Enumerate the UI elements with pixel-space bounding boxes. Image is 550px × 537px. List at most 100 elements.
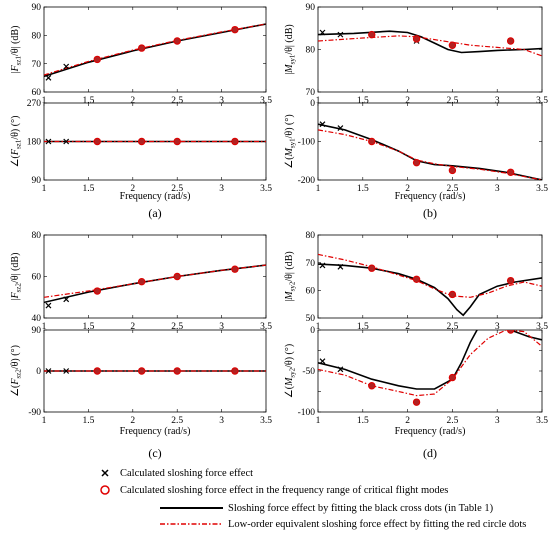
y-tick-label: 80 [32,231,42,241]
x-tick-label: 1 [42,322,47,332]
panel-d-phase: 1 1.5 2 2.5 3 3.5 0 -50 -100∠(Msy2/θ) (°) [284,326,548,426]
y-tick-label: 70 [32,60,42,70]
y-tick-label: -200 [298,176,316,186]
y-tick-label: 50 [306,314,316,324]
series-black-fit-line [318,123,542,180]
x-tick-label: 1 [316,184,321,194]
y-tick-label: 180 [27,138,42,148]
legend: Calculated sloshing force effect Calculat… [100,468,526,530]
circle-point [412,398,421,406]
x-tick-label: 3.5 [536,322,548,332]
x-tick-label: 3.5 [536,416,548,426]
y-tick-label: 60 [306,287,316,297]
x-tick-label: 2.5 [446,322,458,332]
x-tick-label: 1 [42,184,47,194]
legend-item-cross: Calculated sloshing force effect [101,468,253,479]
series-black-fit-line [318,263,542,317]
x-tick-label: 2.5 [446,184,458,194]
circle-point [448,290,457,299]
panel-c-magnitude: 1 1.5 2 2.5 3 3.5 40 60 80 |Fsz2/θ| (dB) [10,231,272,332]
circle-point [93,287,101,295]
cross-point [319,358,326,365]
x-tick-label: 2.5 [171,416,183,426]
x-tick-label: 1 [316,416,321,426]
panel-c-phase: 1 1.5 2 2.5 3 3.5 90 0 -90 ∠(Fsz2/θ) (°) [10,326,272,426]
x-axis-label: Frequency (rad/s) [395,426,466,437]
circle-point [137,277,146,286]
panels-group: 1 1.5 2 2.5 3 3.5 60 70 80 90 |Fsz1/θ| (dB) 1 1.5 2 2.… [10,3,548,460]
circle-point [368,264,376,272]
cross-point [63,368,70,374]
plot-area [318,253,542,317]
x-axis-label: Frequency (rad/s) [120,426,191,437]
cross-point [337,366,344,373]
x-tick-label: 3.5 [536,184,548,194]
x-tick-label: 3.5 [260,96,272,106]
y-tick-label: 60 [32,88,42,98]
circle-point [173,137,181,146]
circle-point [93,367,101,375]
y-tick-label: 40 [32,314,42,324]
y-tick-label: 90 [32,3,42,13]
circle-point [448,166,457,175]
cross-point [45,302,52,309]
circle-point [412,35,421,43]
panel-c: 1 1.5 2 2.5 3 3.5 40 60 80 |Fsz2/θ| (dB) 1 1.5 2 2.5 3… [10,231,272,460]
x-tick-label: 2 [130,96,135,106]
legend-cross-icon [101,469,109,477]
x-tick-label: 3.5 [260,322,272,332]
y-tick-label: 90 [32,326,42,336]
y-axis-label: |Msy1/θ| (dB) [284,24,297,75]
series-red-low-order-line [44,264,266,298]
y-tick-label: 80 [32,32,42,42]
plot-area [44,367,266,375]
panel-caption: (c) [148,446,161,460]
plot-area [318,330,542,406]
x-tick-label: 2.5 [446,96,458,106]
x-tick-label: 1.5 [82,322,94,332]
circle-point [368,30,376,39]
y-tick-label: 70 [306,88,316,98]
legend-item-circle: Calculated sloshing force effect in the … [100,485,448,496]
axes-frame [317,102,543,181]
x-tick-label: 2 [130,416,135,426]
y-tick-label: 60 [32,273,42,283]
y-tick-label: 90 [306,3,316,13]
panel-caption: (d) [423,446,437,460]
circle-point [93,137,101,146]
y-tick-label: -90 [28,408,41,418]
y-tick-label: -100 [298,138,316,148]
x-axis-label: Frequency (rad/s) [120,191,191,202]
cross-point [337,263,344,270]
circle-point [173,272,181,281]
panel-a-magnitude: 1 1.5 2 2.5 3 3.5 60 70 80 90 |Fsz1/θ| (dB) [10,3,272,106]
plot-area [318,121,542,180]
series-red-low-order-line [318,35,542,57]
x-tick-label: 1.5 [82,96,94,106]
series-red-low-order-line [318,330,542,397]
x-tick-label: 1 [316,96,321,106]
x-tick-label: 2 [130,322,135,332]
y-axis-label: |Fsz2/θ| (dB) [10,253,23,301]
axes-frame [317,234,543,319]
circle-point [231,25,239,34]
x-tick-label: 1.5 [357,416,369,426]
y-axis-label: ∠(Fsz1/θ) (°) [10,116,23,168]
x-tick-label: 1.5 [357,184,369,194]
circle-point [173,367,181,375]
series-red-low-order-line [318,129,542,180]
panel-d-magnitude: 1 1.5 2 2.5 3 3.5 50 60 70 80 |Msy2/θ| (dB) [284,231,548,332]
cross-point [63,138,70,145]
circle-point [137,367,146,375]
x-tick-label: 1.5 [82,416,94,426]
plot-area [318,29,542,57]
x-tick-label: 3.5 [260,416,272,426]
cross-point [45,368,52,374]
x-tick-label: 3 [219,184,224,194]
legend-label: Low-order equivalent sloshing force effe… [228,519,526,530]
legend-circle-icon [100,485,110,495]
x-tick-label: 1.5 [357,322,369,332]
legend-item-black-line: Sloshing force effect by fitting the bla… [160,503,494,514]
circle-point [368,137,376,146]
x-tick-label: 3 [495,322,500,332]
